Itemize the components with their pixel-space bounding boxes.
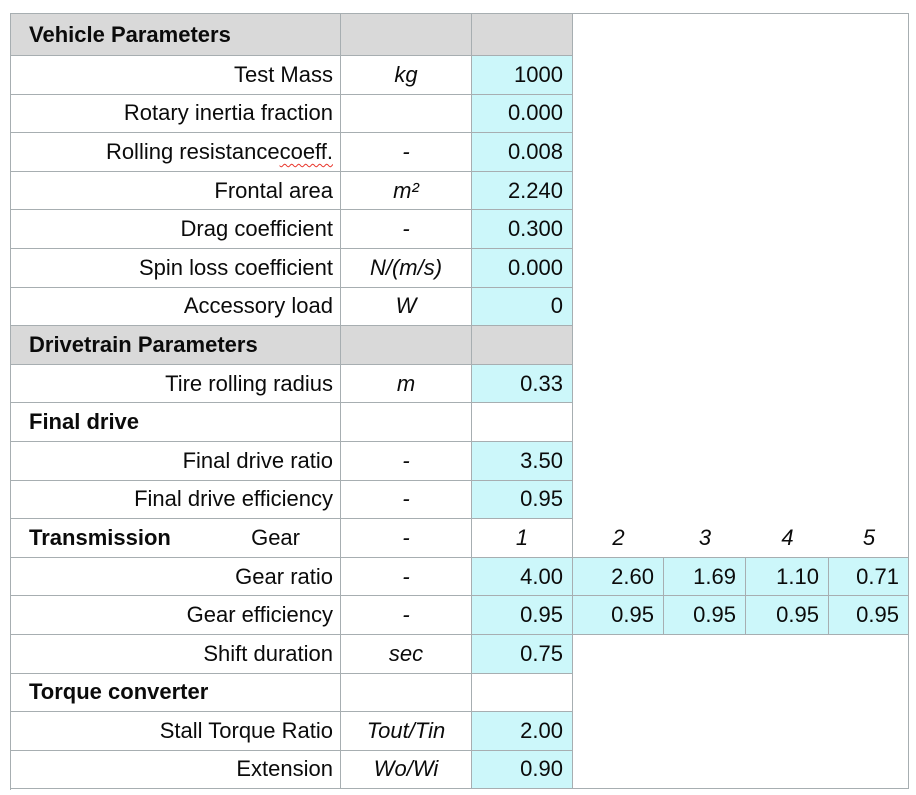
gear-value-input-cell[interactable]: 0.95 (829, 596, 909, 635)
subsection-value-cell (472, 673, 573, 713)
subsection-unit-cell (341, 673, 472, 713)
param-label: Final drive ratio (11, 441, 341, 481)
unit-cell: - (341, 596, 472, 635)
gear-number-cell: 5 (862, 525, 876, 551)
unit-cell: Tout/Tin (341, 712, 472, 751)
transmission-header: Transmission Gear (11, 519, 341, 558)
param-label: Spin loss coefficient (11, 248, 341, 288)
subsection-header: Torque converter (11, 673, 341, 713)
value-input-cell[interactable]: 2.00 (472, 712, 573, 751)
unit-cell: - (341, 480, 472, 520)
unit-cell: sec (341, 634, 472, 674)
value-input-cell[interactable]: 0 (472, 287, 573, 327)
param-label: Accessory load (11, 287, 341, 327)
gear-value-input-cell[interactable]: 0.95 (573, 596, 664, 635)
value-input-cell[interactable]: 0.000 (472, 248, 573, 288)
value-input-cell[interactable]: 2.240 (472, 171, 573, 211)
unit-cell: W (341, 287, 472, 327)
gear-value-input-cell[interactable]: 1.10 (746, 557, 829, 597)
param-label-text: Rolling resistance (105, 138, 280, 164)
gear-number-cell: 4 (781, 525, 794, 551)
section-header: Drivetrain Parameters (11, 326, 341, 365)
param-label: Extension (11, 750, 341, 790)
gear-value-input-cell[interactable]: 2.60 (573, 557, 664, 597)
param-label: Gear efficiency (11, 596, 341, 635)
value-input-cell[interactable]: 0.95 (472, 596, 573, 635)
unit-cell: m (341, 364, 472, 404)
value-input-cell[interactable]: 0.90 (472, 750, 573, 790)
value-input-cell[interactable]: 1000 (472, 56, 573, 95)
unit-cell (341, 94, 472, 134)
gear-number-cell: 3 (698, 525, 712, 551)
value-input-cell[interactable]: 4.00 (472, 557, 573, 597)
value-input-cell[interactable]: 0.75 (472, 634, 573, 674)
unit-cell: - (341, 557, 472, 597)
unit-cell: - (341, 133, 472, 172)
param-label: Gear ratio (11, 557, 341, 597)
gear-value-input-cell[interactable]: 0.71 (829, 557, 909, 597)
parameters-table: Vehicle Parameters Test Mass kg 1000 Rotary … (10, 13, 909, 790)
subsection-value-cell (472, 403, 573, 442)
gear-value-input-cell[interactable]: 1.69 (664, 557, 746, 597)
gear-number-cell: 2 (612, 525, 625, 551)
gear-value-input-cell[interactable]: 0.95 (746, 596, 829, 635)
value-input-cell[interactable]: 0.95 (472, 480, 573, 520)
gear-number-cell: 1 (472, 519, 573, 558)
gear-label: Gear (251, 524, 300, 550)
unit-cell: - (341, 519, 472, 558)
value-input-cell[interactable]: 0.008 (472, 133, 573, 172)
transmission-label: Transmission (29, 524, 171, 550)
param-label: Drag coefficient (11, 210, 341, 249)
param-label: Final drive efficiency (11, 480, 341, 520)
param-label: Frontal area (11, 171, 341, 211)
unit-cell: - (341, 210, 472, 249)
unit-cell: N/(m/s) (341, 248, 472, 288)
value-input-cell[interactable]: 0.300 (472, 210, 573, 249)
gear-value-input-cell[interactable]: 0.95 (664, 596, 746, 635)
section-header-value-cell (472, 14, 573, 56)
param-label: Shift duration (11, 634, 341, 674)
value-input-cell[interactable]: 3.50 (472, 441, 573, 481)
unit-cell: - (341, 441, 472, 481)
value-input-cell[interactable]: 0.000 (472, 94, 573, 134)
spellcheck-underlined-text: coeff. (279, 138, 333, 164)
unit-cell: m² (341, 171, 472, 211)
section-header: Vehicle Parameters (11, 14, 341, 56)
section-header-value-cell (472, 326, 573, 365)
subsection-header: Final drive (11, 403, 341, 442)
lower-empty-region (573, 634, 909, 790)
param-label: Rolling resistance coeff. (11, 133, 341, 172)
param-label: Stall Torque Ratio (11, 712, 341, 751)
unit-cell: kg (341, 56, 472, 95)
section-header-unit-cell (341, 14, 472, 56)
value-input-cell[interactable]: 0.33 (472, 364, 573, 404)
unit-cell: Wo/Wi (341, 750, 472, 790)
upper-empty-region (573, 14, 909, 558)
subsection-unit-cell (341, 403, 472, 442)
param-label: Test Mass (11, 56, 341, 95)
section-header-unit-cell (341, 326, 472, 365)
param-label: Tire rolling radius (11, 364, 341, 404)
param-label: Rotary inertia fraction (11, 94, 341, 134)
